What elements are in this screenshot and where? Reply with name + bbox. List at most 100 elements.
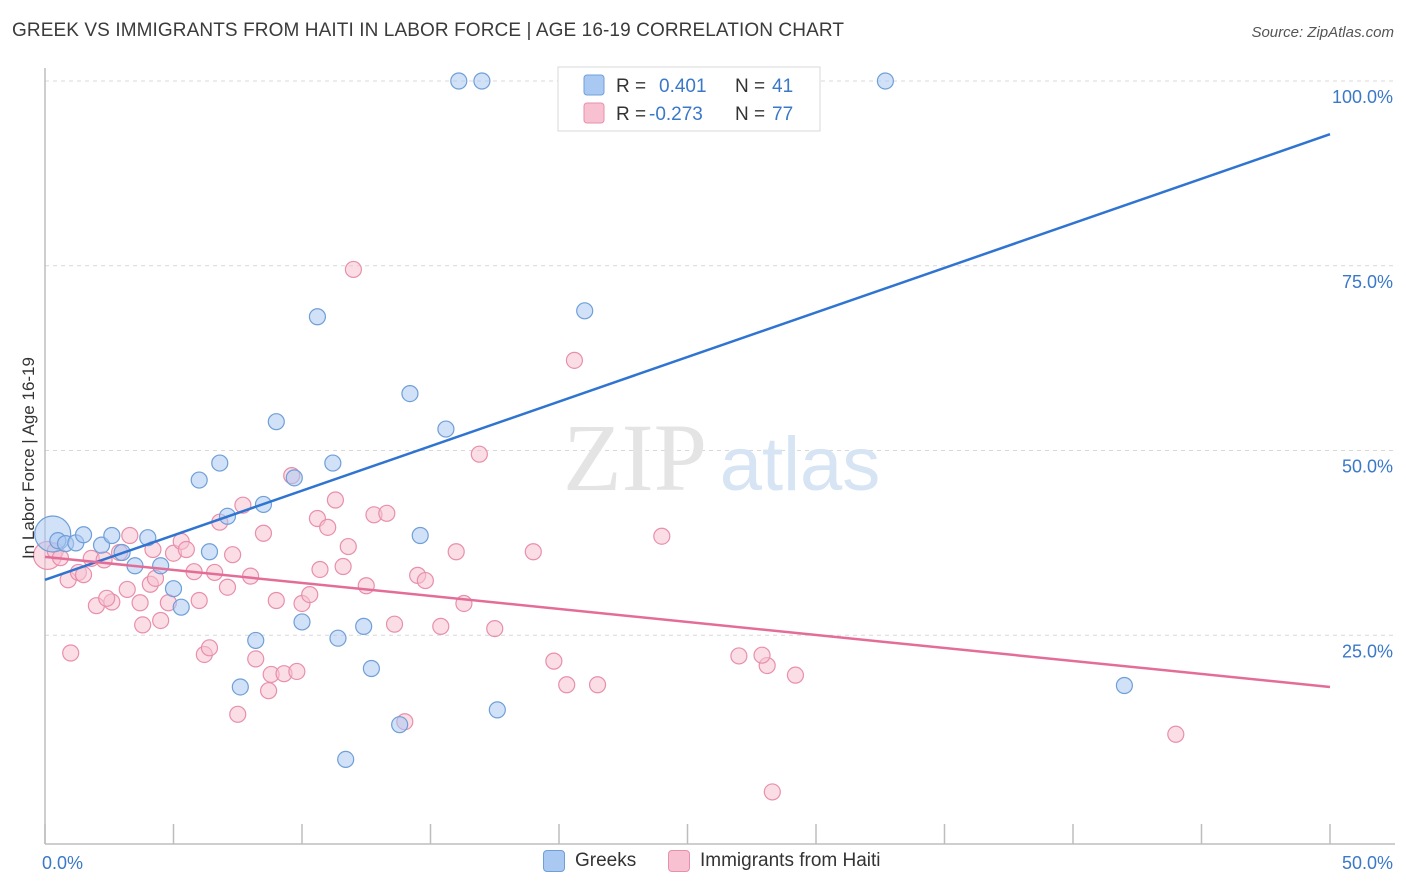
haiti-point bbox=[326, 491, 345, 509]
legend-item-greeks[interactable]: Greeks bbox=[543, 850, 636, 872]
tick-labels: 25.0% 50.0% 75.0% 100.0% 0.0% 50.0% bbox=[42, 87, 1393, 873]
haiti-r-value: -0.273 bbox=[649, 104, 703, 125]
greeks-n-label: N = bbox=[735, 76, 765, 97]
greeks-point bbox=[74, 526, 93, 544]
greeks-point bbox=[211, 454, 229, 472]
haiti-point bbox=[311, 560, 329, 579]
greeks-point bbox=[1115, 676, 1134, 695]
haiti-point bbox=[190, 591, 208, 610]
haiti-point bbox=[121, 526, 139, 545]
haiti-point bbox=[753, 646, 771, 664]
greeks-point bbox=[103, 526, 121, 545]
greeks-r-value: 0.401 bbox=[659, 76, 707, 97]
legend-item-haiti[interactable]: Immigrants from Haiti bbox=[668, 850, 881, 872]
trendlines bbox=[44, 133, 1331, 689]
haiti-point bbox=[730, 647, 748, 665]
greeks-r-label: R = bbox=[616, 76, 646, 97]
haiti-point bbox=[200, 639, 219, 657]
haiti-point bbox=[357, 577, 375, 595]
haiti-point bbox=[131, 594, 149, 612]
greeks-point bbox=[308, 308, 327, 326]
greeks-point bbox=[231, 678, 249, 696]
haiti-point bbox=[218, 578, 237, 596]
haiti-point bbox=[653, 527, 671, 545]
greeks-point bbox=[876, 72, 894, 90]
greeks-point bbox=[473, 72, 491, 90]
haiti-r-label: R = bbox=[616, 104, 646, 125]
bottom-legend: Greeks Immigrants from Haiti bbox=[0, 850, 1406, 880]
correlation-legend: R = 0.401 N = 41 R = -0.273 N = 77 bbox=[557, 66, 821, 132]
greeks-trendline bbox=[44, 133, 1331, 582]
greeks-point bbox=[437, 420, 455, 438]
greeks-point bbox=[401, 384, 419, 403]
haiti-point bbox=[224, 546, 242, 564]
watermark-zip: ZIP bbox=[563, 404, 707, 511]
greeks-point bbox=[152, 557, 170, 575]
haiti-point bbox=[558, 676, 576, 694]
haiti-point bbox=[259, 682, 278, 700]
haiti-point bbox=[229, 705, 247, 723]
haiti-point bbox=[319, 518, 337, 536]
haiti-trendline bbox=[44, 555, 1331, 689]
haiti-point bbox=[486, 619, 504, 638]
y-tick-label: 50.0% bbox=[1342, 457, 1393, 477]
greeks-point bbox=[355, 617, 373, 635]
haiti-point bbox=[339, 537, 357, 556]
greeks-point bbox=[329, 629, 347, 647]
watermark: ZIP atlas bbox=[563, 404, 880, 511]
haiti-point bbox=[344, 260, 362, 279]
legend-label-greeks: Greeks bbox=[575, 850, 637, 871]
y-tick-label: 25.0% bbox=[1342, 641, 1393, 661]
haiti-legend-swatch bbox=[668, 850, 690, 872]
axes bbox=[44, 68, 1395, 845]
gridlines bbox=[45, 80, 1395, 636]
greeks-point bbox=[293, 613, 311, 631]
greeks-point bbox=[576, 302, 594, 320]
haiti-point bbox=[152, 611, 170, 630]
greeks-n-value: 41 bbox=[772, 76, 793, 97]
haiti-point bbox=[432, 617, 450, 635]
y-tick-label: 100.0% bbox=[1332, 87, 1393, 107]
source-label: Source: ZipAtlas.com bbox=[1251, 24, 1394, 41]
haiti-point bbox=[301, 586, 319, 604]
haiti-point bbox=[416, 571, 434, 590]
greeks-point bbox=[267, 413, 285, 431]
haiti-point bbox=[763, 783, 781, 801]
haiti-point bbox=[334, 557, 352, 576]
y-axis-label: In Labor Force | Age 16-19 bbox=[19, 357, 38, 559]
haiti-point bbox=[378, 504, 396, 522]
haiti-n-value: 77 bbox=[772, 104, 793, 125]
greeks-point bbox=[337, 750, 355, 769]
haiti-point bbox=[118, 580, 136, 599]
greeks-swatch bbox=[583, 74, 605, 96]
greeks-points bbox=[34, 72, 1134, 769]
watermark-atlas: atlas bbox=[720, 422, 881, 507]
haiti-point bbox=[267, 591, 285, 610]
haiti-point bbox=[545, 652, 563, 670]
haiti-point bbox=[786, 666, 805, 684]
greeks-point bbox=[450, 72, 468, 90]
greeks-point bbox=[285, 469, 303, 487]
greeks-point bbox=[324, 454, 342, 472]
greeks-point bbox=[164, 580, 183, 598]
haiti-point bbox=[177, 540, 195, 559]
greeks-point bbox=[488, 701, 506, 719]
greeks-point bbox=[190, 471, 208, 489]
haiti-point bbox=[588, 676, 607, 694]
haiti-swatch bbox=[583, 102, 605, 124]
haiti-point bbox=[1167, 725, 1185, 743]
haiti-point bbox=[447, 543, 465, 561]
greeks-legend-swatch bbox=[543, 850, 565, 872]
greeks-point bbox=[411, 526, 429, 545]
haiti-point bbox=[565, 351, 584, 369]
haiti-point bbox=[470, 445, 488, 463]
x-tick-label: 50.0% bbox=[1342, 853, 1393, 873]
haiti-point bbox=[288, 662, 306, 681]
legend-label-haiti: Immigrants from Haiti bbox=[700, 850, 881, 871]
haiti-point bbox=[98, 589, 116, 607]
haiti-point bbox=[254, 524, 273, 542]
haiti-point bbox=[385, 615, 404, 633]
greeks-point bbox=[172, 598, 190, 616]
greeks-point bbox=[362, 659, 380, 678]
haiti-point bbox=[524, 543, 542, 561]
